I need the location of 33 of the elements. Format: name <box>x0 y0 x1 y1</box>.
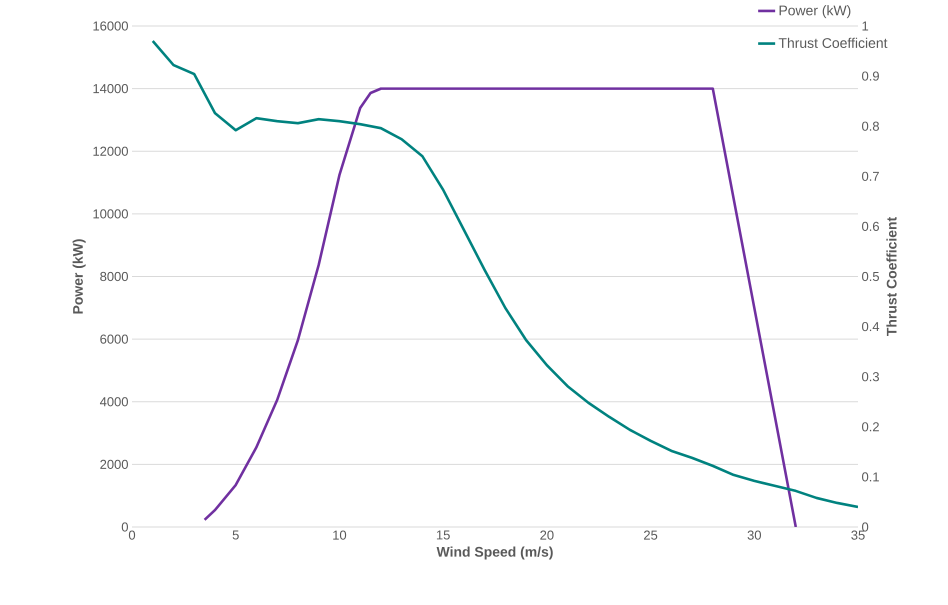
y2-tick-label: 0.8 <box>862 122 879 131</box>
y-tick-label: 2000 <box>100 460 128 469</box>
y2-tick-label: 0.3 <box>862 372 879 382</box>
x-axis-title: Wind Speed (m/s) <box>436 546 553 560</box>
y2-tick-label: 0.2 <box>862 422 879 432</box>
y2-tick-label: 0 <box>862 522 868 532</box>
y2-tick-label: 0.6 <box>862 222 879 231</box>
y2-tick-label: 1 <box>862 22 868 30</box>
x-tick-label: 25 <box>644 530 658 540</box>
y2-tick-label: 0.1 <box>862 472 879 482</box>
x-tick-label: 0 <box>128 530 136 540</box>
x-tick-label: 10 <box>333 530 346 540</box>
legend-label: Thrust Coefficient <box>778 38 888 48</box>
legend-label: Power (kW) <box>780 5 850 18</box>
x-tick-label: 15 <box>436 530 450 540</box>
x-tick-label: 35 <box>851 530 865 540</box>
y2-tick-label: 0.9 <box>862 72 879 81</box>
x-tick-label: 5 <box>232 530 239 540</box>
y-tick-label: 16000 <box>93 21 128 31</box>
y2-axis-title: Thrust Coefficient <box>886 217 897 336</box>
x-tick-label: 20 <box>540 530 554 540</box>
y2-tick-label: 0.5 <box>862 272 879 282</box>
y-tick-label: 12000 <box>93 146 128 156</box>
y-tick-label: 10000 <box>93 209 128 218</box>
y-tick-label: 0 <box>122 522 128 532</box>
x-tick-label: 30 <box>748 530 761 540</box>
y-tick-label: 8000 <box>100 272 128 282</box>
y2-tick-label: 0.4 <box>862 322 880 332</box>
y-axis-title: Power (kW) <box>72 239 86 314</box>
y-tick-label: 14000 <box>93 84 128 94</box>
y-tick-label: 4000 <box>100 397 128 406</box>
y-tick-label: 6000 <box>100 334 128 344</box>
y2-tick-label: 0.7 <box>862 172 879 181</box>
